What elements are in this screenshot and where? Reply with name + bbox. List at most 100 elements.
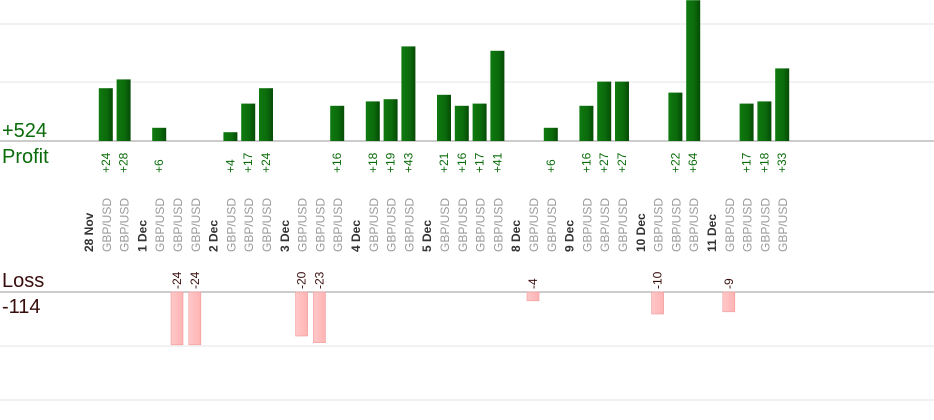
profit-bar [98,88,113,141]
loss-value-label: -24 [188,271,202,289]
profit-value-label: +16 [455,152,469,173]
trade-pair-label: GBP/USD [118,198,132,252]
profit-value-label: +64 [686,152,700,173]
profit-bar [365,101,380,141]
trade-pair-label: GBP/USD [100,198,114,252]
profit-bar [668,92,683,141]
loss-bar [526,291,540,302]
profit-bar [472,103,487,141]
profit-bar [739,103,754,141]
profit-bar [775,68,790,141]
profit-bar [401,46,416,141]
trade-pair-label: GBP/USD [580,198,594,252]
profit-value-label: +27 [597,152,611,173]
trade-pair-label: GBP/USD [545,198,559,252]
trade-pair-label: GBP/USD [385,198,399,252]
loss-bar [295,291,308,337]
profit-value-label: +41 [490,152,504,173]
profit-label: Profit [2,146,49,168]
trade-pair-label: GBP/USD [224,198,238,252]
profit-value-label: +16 [330,152,344,173]
profit-value-label: +17 [740,152,754,173]
trade-pair-label: GBP/USD [723,198,737,252]
trade-pair-label: GBP/USD [456,198,470,252]
date-label: 5 Dec [420,220,434,252]
loss-value-label: -20 [295,271,309,289]
loss-value-label: -23 [312,271,326,289]
profit-bar [259,88,273,141]
trade-pair-label: GBP/USD [260,198,274,252]
profit-bar [454,105,469,141]
trade-pair-label: GBP/USD [313,198,327,252]
trade-pair-label: GBP/USD [652,198,666,252]
trade-pair-label: GBP/USD [527,198,541,252]
date-label: 1 Dec [135,220,149,252]
profit-value-label: +17 [241,152,255,173]
profit-bar [686,0,701,142]
profit-value-label: +28 [117,152,131,173]
profit-bar [490,50,505,141]
profit-total: +524 [2,120,48,142]
trade-pair-label: GBP/USD [598,198,612,252]
profit-bar [116,79,131,141]
trade-pair-label: GBP/USD [616,198,630,252]
profit-value-label: +27 [615,152,629,173]
date-label: 9 Dec [563,220,577,252]
profit-value-label: +43 [401,152,415,173]
trade-pair-label: GBP/USD [438,198,452,252]
profit-value-label: +6 [152,159,166,173]
trade-pair-label: GBP/USD [491,198,505,252]
loss-value-label: -24 [170,271,184,289]
loss-bar [188,291,202,346]
trade-pair-label: GBP/USD [687,198,701,252]
date-label: 8 Dec [509,220,523,252]
date-label: 28 Nov [82,212,96,252]
profit-value-label: +18 [366,152,380,173]
loss-label: Loss [2,270,45,292]
profit-value-label: +22 [668,152,682,173]
profit-value-label: +17 [473,152,487,173]
trade-pair-label: GBP/USD [474,198,488,252]
trade-pair-label: GBP/USD [331,198,345,252]
loss-bar [170,291,184,346]
date-label: 2 Dec [207,220,221,252]
trade-pair-label: GBP/USD [153,198,167,252]
profit-value-label: +19 [384,152,398,173]
trade-pair-label: GBP/USD [367,198,381,252]
loss-value-label: -9 [722,278,736,289]
profit-bar [437,94,451,141]
profit-bar [757,101,772,141]
profit-value-label: +16 [579,152,593,173]
trade-pair-label: GBP/USD [669,198,683,252]
profit-bar [597,81,612,141]
trade-pair-label: GBP/USD [741,198,755,252]
profit-bar [223,132,238,141]
profit-bar [543,127,558,141]
date-label: 3 Dec [278,220,292,252]
trade-pair-label: GBP/USD [776,198,790,252]
loss-bar [313,291,326,343]
trade-pair-label: GBP/USD [758,198,772,252]
loss-value-label: -4 [526,278,540,289]
profit-value-label: +24 [99,152,113,173]
date-label: 4 Dec [349,220,363,252]
profit-bar [152,127,167,141]
profit-value-label: +18 [757,152,771,173]
trade-pair-label: GBP/USD [242,198,256,252]
profit-bar [579,105,594,141]
loss-total: -114 [2,296,41,318]
profit-bar [330,105,345,141]
loss-bar [651,291,664,315]
profit-value-label: +24 [259,152,273,173]
profit-value-label: +33 [775,152,789,173]
profit-value-label: +21 [437,152,451,173]
profit-bar [383,99,398,141]
profit-bar [241,103,256,141]
date-label: 11 Dec [705,214,719,252]
profit-value-label: +6 [544,159,558,173]
profit-value-label: +4 [223,159,237,173]
trade-pair-label: GBP/USD [402,198,416,252]
profit-bar [615,81,629,141]
trade-pair-label: GBP/USD [189,198,203,252]
